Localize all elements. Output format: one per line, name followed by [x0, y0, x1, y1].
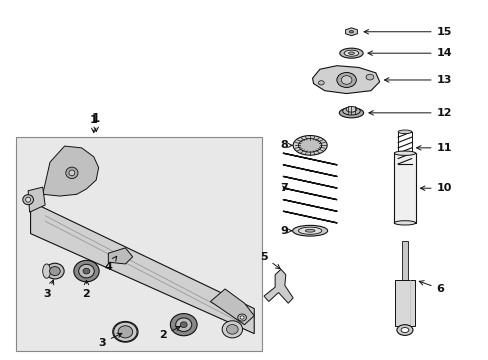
- Polygon shape: [16, 137, 261, 351]
- Polygon shape: [108, 248, 132, 264]
- Ellipse shape: [348, 52, 354, 54]
- Text: 8: 8: [280, 140, 291, 150]
- Ellipse shape: [222, 321, 242, 338]
- Ellipse shape: [298, 227, 321, 234]
- Polygon shape: [264, 269, 292, 303]
- Ellipse shape: [393, 221, 415, 225]
- Ellipse shape: [83, 268, 90, 274]
- Ellipse shape: [298, 139, 321, 152]
- Ellipse shape: [66, 167, 78, 179]
- Text: 10: 10: [420, 183, 451, 193]
- Ellipse shape: [397, 130, 411, 134]
- Ellipse shape: [344, 50, 358, 56]
- Text: 7: 7: [280, 183, 287, 193]
- Ellipse shape: [118, 326, 132, 338]
- Ellipse shape: [305, 229, 314, 232]
- Text: 3: 3: [44, 280, 54, 299]
- Text: 1: 1: [90, 114, 98, 125]
- Text: 5: 5: [260, 252, 280, 269]
- Ellipse shape: [79, 264, 94, 278]
- Polygon shape: [28, 187, 45, 212]
- Ellipse shape: [292, 135, 326, 155]
- Text: 11: 11: [416, 143, 451, 153]
- Ellipse shape: [240, 316, 244, 319]
- Ellipse shape: [400, 328, 408, 333]
- Ellipse shape: [180, 322, 187, 328]
- Ellipse shape: [23, 195, 33, 204]
- Polygon shape: [312, 66, 379, 94]
- Text: 3: 3: [98, 333, 122, 347]
- Polygon shape: [210, 289, 254, 325]
- Text: 2: 2: [159, 327, 180, 341]
- Ellipse shape: [42, 264, 50, 278]
- Ellipse shape: [26, 197, 30, 202]
- Ellipse shape: [393, 151, 415, 156]
- Ellipse shape: [69, 170, 75, 176]
- Ellipse shape: [336, 72, 356, 87]
- Ellipse shape: [237, 314, 246, 321]
- Ellipse shape: [342, 107, 360, 115]
- Text: 12: 12: [368, 108, 451, 118]
- Text: 1: 1: [92, 112, 100, 125]
- Text: 14: 14: [367, 48, 451, 58]
- Text: 15: 15: [364, 27, 451, 37]
- Ellipse shape: [318, 81, 324, 85]
- Ellipse shape: [226, 324, 238, 334]
- Polygon shape: [30, 202, 254, 334]
- Ellipse shape: [348, 31, 353, 33]
- Polygon shape: [393, 153, 415, 223]
- Ellipse shape: [292, 225, 327, 236]
- Polygon shape: [345, 28, 357, 36]
- Text: 2: 2: [82, 280, 90, 299]
- Polygon shape: [394, 280, 414, 327]
- Text: 9: 9: [280, 226, 291, 236]
- Ellipse shape: [49, 267, 60, 275]
- Text: 6: 6: [418, 281, 444, 294]
- Ellipse shape: [113, 321, 138, 342]
- Text: 4: 4: [104, 256, 117, 272]
- Ellipse shape: [175, 318, 191, 332]
- Ellipse shape: [339, 48, 363, 58]
- Ellipse shape: [170, 314, 197, 336]
- Ellipse shape: [74, 260, 99, 282]
- Ellipse shape: [339, 108, 363, 118]
- Ellipse shape: [341, 76, 351, 84]
- Polygon shape: [401, 241, 407, 280]
- Text: 13: 13: [384, 75, 451, 85]
- Polygon shape: [42, 146, 99, 196]
- Ellipse shape: [396, 325, 412, 336]
- Ellipse shape: [45, 263, 64, 279]
- Ellipse shape: [366, 74, 373, 80]
- Ellipse shape: [346, 107, 356, 112]
